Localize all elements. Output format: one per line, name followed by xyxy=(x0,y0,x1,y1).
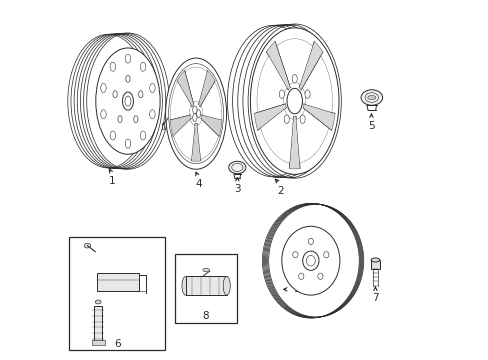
Bar xyxy=(94,306,102,341)
Polygon shape xyxy=(260,109,293,163)
Text: 6: 6 xyxy=(114,338,120,348)
Ellipse shape xyxy=(110,62,115,71)
Ellipse shape xyxy=(279,90,284,98)
Bar xyxy=(69,237,164,350)
Polygon shape xyxy=(289,116,300,169)
Polygon shape xyxy=(177,71,193,107)
Polygon shape xyxy=(170,81,191,120)
Ellipse shape xyxy=(203,268,209,272)
Polygon shape xyxy=(173,120,195,159)
Ellipse shape xyxy=(125,139,130,148)
Ellipse shape xyxy=(149,84,155,93)
Ellipse shape xyxy=(113,91,117,98)
Ellipse shape xyxy=(302,251,318,270)
Ellipse shape xyxy=(84,243,90,248)
Ellipse shape xyxy=(101,110,106,119)
Ellipse shape xyxy=(360,90,382,105)
Ellipse shape xyxy=(96,48,160,154)
Polygon shape xyxy=(197,120,218,159)
Ellipse shape xyxy=(281,226,339,295)
Ellipse shape xyxy=(125,54,130,63)
Ellipse shape xyxy=(228,161,245,174)
Text: 4: 4 xyxy=(195,179,202,189)
Ellipse shape xyxy=(298,273,303,279)
Ellipse shape xyxy=(182,276,189,295)
Text: 2: 2 xyxy=(277,186,283,197)
Polygon shape xyxy=(201,115,222,136)
Polygon shape xyxy=(191,123,201,161)
Text: 7: 7 xyxy=(371,293,378,303)
Polygon shape xyxy=(254,104,285,130)
Ellipse shape xyxy=(192,106,197,114)
Ellipse shape xyxy=(250,28,338,174)
Polygon shape xyxy=(266,41,290,90)
Ellipse shape xyxy=(367,95,375,100)
Text: 9: 9 xyxy=(293,284,299,294)
Polygon shape xyxy=(296,109,328,163)
Ellipse shape xyxy=(291,75,297,83)
Polygon shape xyxy=(198,71,215,107)
Polygon shape xyxy=(184,67,207,103)
Text: 3: 3 xyxy=(234,184,240,194)
Polygon shape xyxy=(303,104,334,130)
Polygon shape xyxy=(302,56,332,113)
Ellipse shape xyxy=(165,58,226,169)
Bar xyxy=(162,122,164,129)
Ellipse shape xyxy=(292,252,297,258)
Ellipse shape xyxy=(125,75,130,82)
Ellipse shape xyxy=(140,62,145,71)
Text: 5: 5 xyxy=(367,121,374,131)
Ellipse shape xyxy=(122,92,133,110)
Ellipse shape xyxy=(223,276,230,295)
Ellipse shape xyxy=(139,91,142,98)
Ellipse shape xyxy=(140,131,145,140)
Polygon shape xyxy=(201,81,221,120)
Ellipse shape xyxy=(196,110,200,118)
Ellipse shape xyxy=(300,115,305,123)
Ellipse shape xyxy=(323,252,328,258)
Text: 1: 1 xyxy=(109,176,116,186)
Ellipse shape xyxy=(118,116,122,123)
Ellipse shape xyxy=(370,258,379,262)
Text: 8: 8 xyxy=(202,311,209,321)
Ellipse shape xyxy=(95,300,101,304)
Bar xyxy=(185,276,226,295)
Bar xyxy=(92,340,104,345)
Ellipse shape xyxy=(284,115,289,123)
Polygon shape xyxy=(299,41,322,90)
Bar xyxy=(370,260,379,269)
Bar xyxy=(97,273,139,291)
Ellipse shape xyxy=(134,116,138,123)
Ellipse shape xyxy=(307,238,313,244)
Ellipse shape xyxy=(110,131,115,140)
Ellipse shape xyxy=(192,114,197,121)
Bar xyxy=(174,253,237,323)
Polygon shape xyxy=(256,56,286,113)
Ellipse shape xyxy=(317,273,323,279)
Ellipse shape xyxy=(305,90,309,98)
Ellipse shape xyxy=(149,110,155,119)
Ellipse shape xyxy=(286,89,302,114)
Ellipse shape xyxy=(101,84,106,93)
Polygon shape xyxy=(276,39,312,85)
Polygon shape xyxy=(170,115,191,136)
